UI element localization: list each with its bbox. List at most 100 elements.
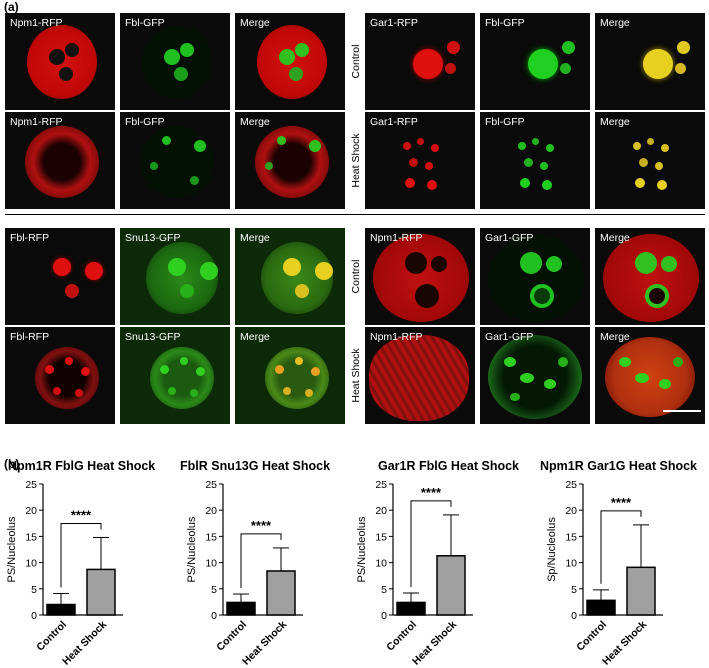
- tile-label: Merge: [600, 17, 630, 29]
- micrograph-tile: Snu13-GFP: [120, 327, 230, 424]
- y-tick-label: 0: [381, 610, 387, 622]
- bar: [626, 566, 656, 616]
- y-tick-label: 25: [565, 479, 577, 491]
- row-label-heat-shock: Heat Shock: [350, 348, 362, 403]
- micrograph-tile: Fbl-GFP: [120, 112, 230, 209]
- row-label-control: Control: [350, 44, 362, 79]
- tile-label: Fbl-GFP: [125, 17, 165, 29]
- micrograph-tile: Fbl-GFP: [120, 13, 230, 110]
- micrograph-tile: Gar1-GFP: [480, 327, 590, 424]
- y-tick-label: 15: [565, 531, 577, 543]
- micrograph-tile: Merge: [235, 228, 345, 325]
- micrograph-tile: Merge: [595, 228, 705, 325]
- tile-label: Snu13-GFP: [125, 232, 181, 244]
- tile-label: Snu13-GFP: [125, 331, 181, 343]
- micrograph-tile: Npm1-RFP: [5, 13, 115, 110]
- micrograph-tile: Npm1-RFP: [365, 327, 475, 424]
- y-tick-label: 20: [25, 505, 37, 517]
- significance-bracket: [410, 500, 452, 587]
- micrograph-tile: Merge: [595, 13, 705, 110]
- tile-label: Gar1-RFP: [370, 17, 418, 29]
- tile-label: Merge: [240, 331, 270, 343]
- y-tick-label: 20: [375, 505, 387, 517]
- x-tick-label: Control: [574, 619, 609, 654]
- micrograph-tile: Gar1-GFP: [480, 228, 590, 325]
- bar: [436, 555, 466, 616]
- micrograph-tile: Snu13-GFP: [120, 228, 230, 325]
- y-tick-label: 15: [375, 531, 387, 543]
- chart-4: Npm1R Gar1G Heat Shock Sp/Nucleolus 0 5 10 15…: [540, 459, 697, 668]
- tile-label: Merge: [600, 331, 630, 343]
- bar: [266, 570, 296, 616]
- micrograph-tile: Merge: [235, 327, 345, 424]
- x-tick-label: Control: [384, 619, 419, 654]
- y-tick-label: 25: [25, 479, 37, 491]
- panel-a-label: (a): [4, 0, 19, 14]
- tile-label: Merge: [240, 232, 270, 244]
- scale-bar: [663, 410, 701, 412]
- row-label-control: Control: [350, 259, 362, 294]
- micrograph-tile: Fbl-RFP: [5, 228, 115, 325]
- micrograph-tile: Merge: [235, 112, 345, 209]
- y-tick-label: 10: [375, 558, 387, 570]
- tile-label: Fbl-RFP: [10, 232, 50, 244]
- chart-3: Gar1R FblG Heat Shock PS/Nucleolus 0 5 10 15 2…: [356, 459, 519, 668]
- micrograph-tile: Npm1-RFP: [365, 228, 475, 325]
- micrograph-tile: Merge: [235, 13, 345, 110]
- y-tick-label: 10: [205, 558, 217, 570]
- tile-label: Gar1-GFP: [485, 232, 534, 244]
- tile-label: Merge: [240, 116, 270, 128]
- y-tick-label: 0: [571, 610, 577, 622]
- significance-label: ****: [251, 518, 272, 533]
- tile-label: Npm1-RFP: [10, 17, 63, 29]
- bar: [226, 601, 256, 616]
- row-label-heat-shock: Heat Shock: [350, 133, 362, 188]
- chart-1: Npm1R FblG Heat Shock PS/Nucleolus 0 5 10 15 2…: [6, 459, 155, 668]
- y-tick-label: 5: [571, 584, 577, 596]
- tile-label: Fbl-GFP: [485, 116, 525, 128]
- tile-label: Gar1-GFP: [485, 331, 534, 343]
- chart-title: Gar1R FblG Heat Shock: [378, 459, 519, 473]
- y-tick-label: 0: [211, 610, 217, 622]
- micrograph-tile: Merge: [595, 327, 705, 424]
- micrograph-tile: Npm1-RFP: [5, 112, 115, 209]
- significance-bracket: [240, 533, 282, 589]
- micrograph-tile: Merge: [595, 112, 705, 209]
- tile-label: Fbl-GFP: [125, 116, 165, 128]
- chart-title: Npm1R FblG Heat Shock: [8, 459, 155, 473]
- tile-label: Gar1-RFP: [370, 116, 418, 128]
- section-divider: [5, 214, 705, 215]
- bar: [86, 568, 116, 616]
- tile-label: Merge: [600, 232, 630, 244]
- tile-label: Fbl-RFP: [10, 331, 50, 343]
- micrograph-tile: Fbl-RFP: [5, 327, 115, 424]
- significance-label: ****: [421, 485, 442, 500]
- y-tick-label: 10: [565, 558, 577, 570]
- bar: [586, 599, 616, 616]
- bar: [396, 601, 426, 616]
- y-tick-label: 15: [25, 531, 37, 543]
- y-tick-label: 5: [31, 584, 37, 596]
- chart-title: Npm1R Gar1G Heat Shock: [540, 459, 697, 473]
- tile-label: Npm1-RFP: [370, 331, 423, 343]
- y-tick-label: 0: [31, 610, 37, 622]
- significance-bracket: [60, 522, 102, 588]
- panel-b-label: (b): [4, 457, 20, 471]
- significance-label: ****: [611, 495, 632, 510]
- y-tick-label: 5: [381, 584, 387, 596]
- chart-2: FblR Snu13G Heat Shock PS/Nucleolus 0 5 10 15…: [180, 459, 330, 668]
- tile-label: Merge: [600, 116, 630, 128]
- y-tick-label: 20: [565, 505, 577, 517]
- y-axis-label: PS/Nucleolus: [356, 516, 368, 583]
- y-axis-label: PS/Nucleolus: [6, 516, 18, 583]
- micrograph-tile: Fbl-GFP: [480, 13, 590, 110]
- significance-bracket: [600, 510, 642, 584]
- tile-label: Npm1-RFP: [370, 232, 423, 244]
- bar: [46, 603, 76, 616]
- tile-label: Merge: [240, 17, 270, 29]
- y-tick-label: 5: [211, 584, 217, 596]
- micrograph-tile: Gar1-RFP: [365, 13, 475, 110]
- micrograph-tile: Fbl-GFP: [480, 112, 590, 209]
- x-tick-label: Control: [34, 619, 69, 654]
- chart-title: FblR Snu13G Heat Shock: [180, 459, 330, 473]
